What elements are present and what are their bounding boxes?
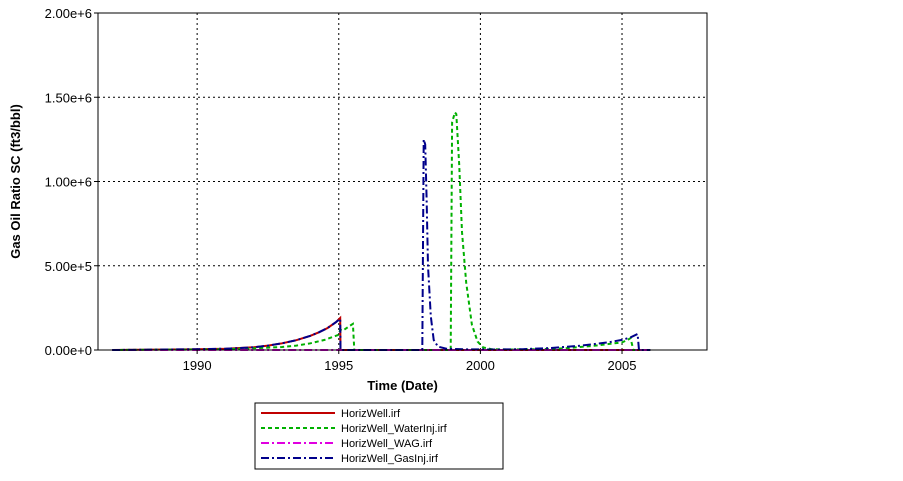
series-line-4 — [112, 139, 651, 351]
legend-label: HorizWell.irf — [341, 408, 401, 420]
y-tick-label: 2.00e+6 — [45, 6, 92, 21]
legend-label: HorizWell_GasInj.irf — [341, 453, 439, 465]
y-tick-label: 5.00e+5 — [45, 259, 92, 274]
y-axis-ticks: 0.00e+0 5.00e+5 1.00e+6 1.50e+6 2.00e+6 — [45, 6, 98, 358]
x-tick-label: 1990 — [183, 358, 212, 373]
series-line-2 — [112, 110, 651, 351]
y-axis-title: Gas Oil Ratio SC (ft3/bbl) — [8, 104, 23, 259]
y-tick-label: 1.50e+6 — [45, 90, 92, 105]
x-axis-ticks: 1990 1995 2000 2005 — [183, 350, 637, 373]
grid — [98, 13, 707, 350]
x-tick-label: 2000 — [466, 358, 495, 373]
y-tick-label: 0.00e+0 — [45, 343, 92, 358]
y-tick-label: 1.00e+6 — [45, 175, 92, 190]
legend-label: HorizWell_WaterInj.irf — [341, 423, 448, 435]
legend-label: HorizWell_WAG.irf — [341, 438, 433, 450]
x-axis-title: Time (Date) — [367, 378, 438, 393]
x-tick-label: 1995 — [324, 358, 353, 373]
legend: HorizWell.irf HorizWell_WaterInj.irf Horiz… — [254, 402, 504, 470]
x-tick-label: 2005 — [608, 358, 637, 373]
